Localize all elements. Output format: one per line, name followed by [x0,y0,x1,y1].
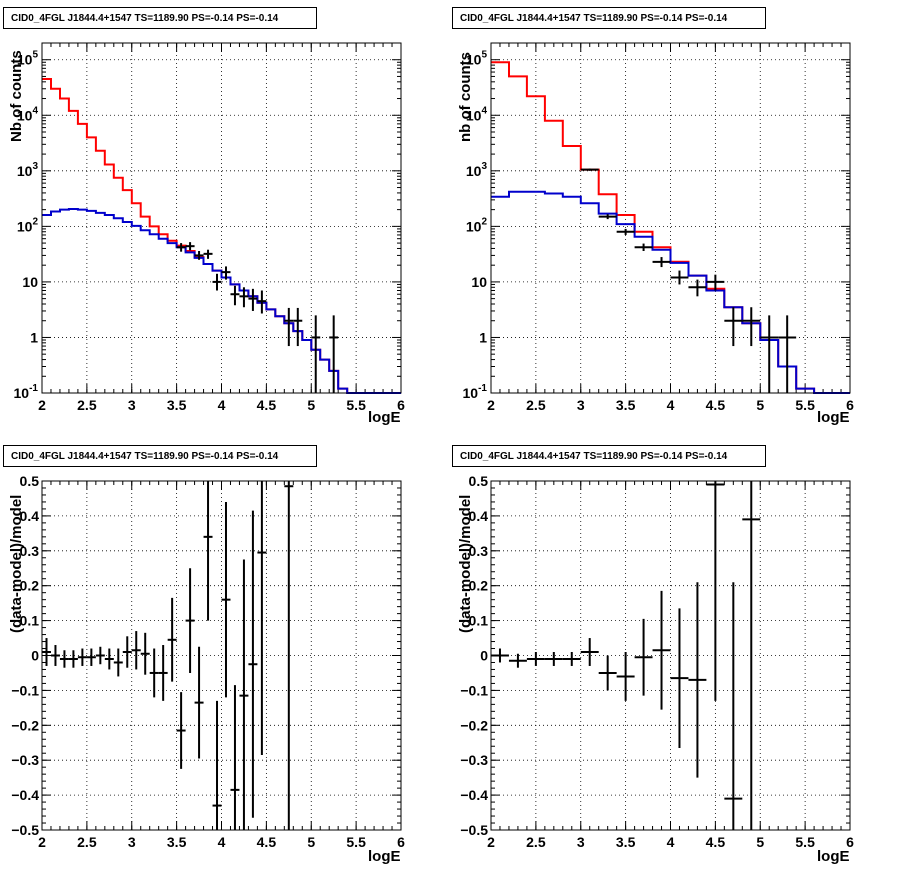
x-tick-label: 5 [756,397,764,413]
y-tick-label: 0.3 [20,543,40,559]
plot-frame [490,42,851,394]
y-tick-label: 0.1 [469,613,489,629]
x-tick-label: 3 [577,834,585,850]
y-tick-label: −0.2 [11,717,39,733]
panel-2-y-axis-label: nb of counts [457,52,474,142]
plot-frame [41,480,402,831]
x-tick-label: 2.5 [526,834,546,850]
panel-1-y-axis-label: Nb of counts [8,50,25,142]
y-tick-label: 0.3 [469,543,489,559]
x-tick-label: 2.5 [77,397,97,413]
plot-area [42,43,401,393]
x-tick-label: 6 [397,834,405,850]
y-tick-label: 102 [466,216,488,234]
panel-4-title: CID0_4FGL J1844.4+1547 TS=1189.90 PS=-0.… [452,445,766,467]
y-tick-label: 103 [466,161,488,179]
x-tick-label: 5 [756,834,764,850]
panel-1-title: CID0_4FGL J1844.4+1547 TS=1189.90 PS=-0.… [3,7,317,29]
y-tick-label: 1 [479,329,487,345]
plot-frame [490,480,851,831]
panel-2-plot: 2 2.5 3 3.5 4 4.5 5 5.5 6 10-1 1 10 102 103 104 105 [463,42,854,413]
x-tick-label: 2.5 [77,834,97,850]
x-tick-label: 5.5 [346,397,366,413]
panel-2-x-axis-label: logE [817,409,850,426]
y-tick-label: 0.1 [20,613,40,629]
x-tick-label: 6 [397,397,405,413]
y-tick-label: −0.4 [460,787,488,803]
y-tick-label: −0.1 [11,682,39,698]
y-tick-label: 1 [30,329,38,345]
panel-3-plot: 2 2.5 3 3.5 4 4.5 5 5.5 6 −0.5 −0.4 −0.3 −0.2 −0.1 0 0.… [11,473,405,850]
panel-1-x-axis-label: logE [368,409,401,426]
x-tick-label: 4.5 [257,834,277,850]
y-tick-label: 0.4 [20,508,40,524]
y-tick-label: 105 [466,50,488,68]
x-tick-label: 5.5 [346,834,366,850]
y-tick-label: 0.2 [469,578,489,594]
x-tick-label: 3 [577,397,585,413]
y-tick-label: −0.5 [11,822,39,838]
x-tick-label: 3 [128,397,136,413]
x-tick-label: 4.5 [706,397,726,413]
x-tick-label: 5.5 [795,834,815,850]
x-tick-label: 4 [667,834,675,850]
x-tick-label: 3.5 [167,397,187,413]
y-tick-label: 0 [480,648,488,664]
y-tick-label: 10 [471,274,487,290]
model-histogram-source [42,208,401,394]
panel-4-y-axis-label: (data-model)/model [457,494,474,633]
x-tick-label: 4.5 [257,397,277,413]
y-tick-label: 105 [17,50,39,68]
panel-3-x-axis-label: logE [368,848,401,865]
panel-2-title: CID0_4FGL J1844.4+1547 TS=1189.90 PS=-0.… [452,7,766,29]
y-tick-label: 102 [17,216,39,234]
y-tick-label: 0.5 [20,473,40,489]
y-tick-label: 0 [31,648,39,664]
panel-4-plot: 2 2.5 3 3.5 4 4.5 5 5.5 6 −0.5 −0.4 −0.3 −0.2 −0.1 0 0.… [460,473,854,850]
y-tick-label: −0.5 [460,822,488,838]
y-tick-label: 0.2 [20,578,40,594]
x-tick-label: 2 [38,397,46,413]
y-tick-label: 10-1 [14,383,39,401]
x-tick-label: 3 [128,834,136,850]
x-tick-label: 6 [846,397,854,413]
y-tick-label: 104 [466,105,488,123]
y-tick-label: 0.5 [469,473,489,489]
x-tick-label: 4.5 [706,834,726,850]
x-tick-label: 3.5 [616,397,636,413]
panel-3-title: CID0_4FGL J1844.4+1547 TS=1189.90 PS=-0.… [3,445,317,467]
x-tick-label: 2.5 [526,397,546,413]
x-tick-label: 3.5 [616,834,636,850]
x-tick-label: 5.5 [795,397,815,413]
x-tick-label: 5 [307,834,315,850]
x-tick-label: 2 [38,834,46,850]
x-tick-label: 4 [667,397,675,413]
y-tick-label: −0.3 [460,752,488,768]
y-tick-label: −0.3 [11,752,39,768]
y-tick-label: 0.4 [469,508,489,524]
x-tick-label: 4 [218,834,226,850]
model-histogram-source [491,190,850,394]
y-tick-label: −0.1 [460,682,488,698]
y-tick-label: 104 [17,105,39,123]
y-tick-label: 10 [22,274,38,290]
x-tick-label: 6 [846,834,854,850]
y-tick-label: 103 [17,161,39,179]
x-tick-label: 3.5 [167,834,187,850]
panel-4-x-axis-label: logE [817,848,850,865]
y-tick-label: 10-1 [463,383,488,401]
panel-1-plot: 2 2.5 3 3.5 4 4.5 5 5.5 6 10-1 1 10 102 103 104 105 [14,42,405,413]
y-tick-label: −0.2 [460,717,488,733]
x-tick-label: 2 [487,397,495,413]
x-tick-label: 5 [307,397,315,413]
x-tick-label: 4 [218,397,226,413]
plot-area [491,481,850,830]
x-tick-label: 2 [487,834,495,850]
plot-frame [41,42,402,394]
panel-3-y-axis-label: (data-model)/model [8,494,25,633]
y-tick-label: −0.4 [11,787,39,803]
plot-area [491,43,850,393]
